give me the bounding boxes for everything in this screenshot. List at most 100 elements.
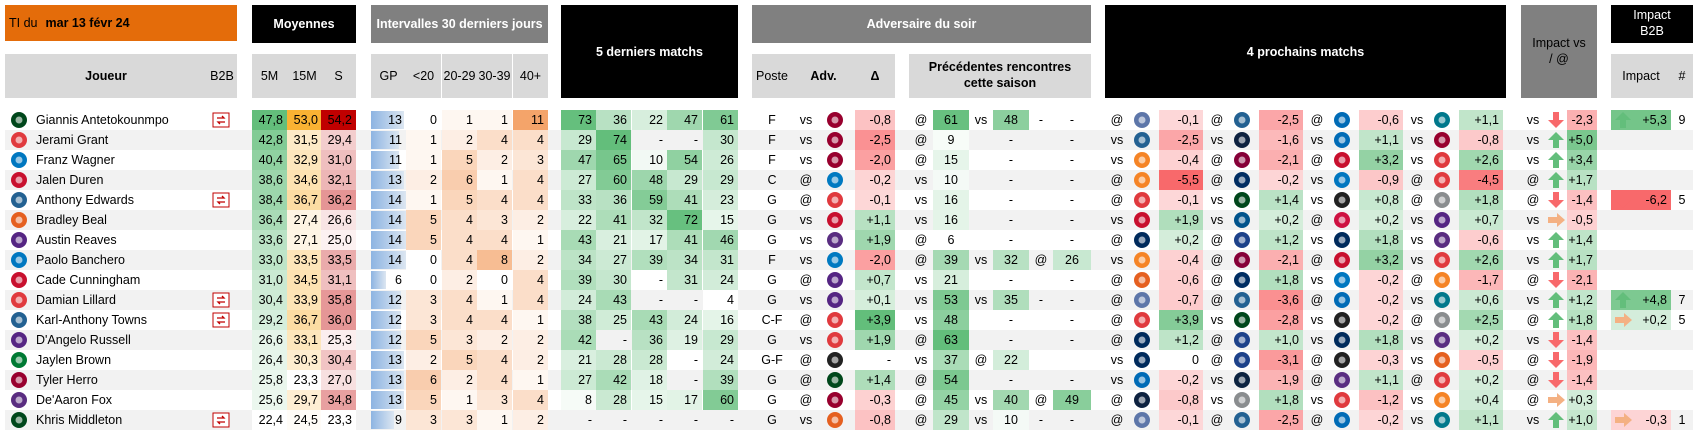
team-logo-icon [1134,372,1150,388]
team-logo-icon [827,392,843,408]
next-location: @ [1210,113,1224,127]
team-logo-icon [1234,372,1250,388]
column-header: GP [371,54,406,98]
team-logo-icon [1334,332,1350,348]
team-logo [1431,230,1453,250]
team-logo-icon [1334,312,1350,328]
average: 33,6 [252,230,287,250]
team-logo [1131,350,1153,370]
team-logo [1331,310,1353,330]
interval: 3 [406,410,441,430]
team-logo [824,110,846,130]
impact-value: +5,0 [1567,130,1597,150]
column-header: S [321,54,356,98]
next-location: vs [1210,373,1224,387]
next-value: +0,7 [1459,210,1503,230]
next-location: @ [1210,253,1224,267]
team-logo [1231,410,1253,430]
team-logo [8,130,30,150]
prev-location: vs [974,393,988,407]
interval: 11 [513,110,548,130]
prev-location: vs [914,273,928,287]
next-value: -2,1 [1259,250,1303,270]
column-header: Impact [1611,54,1671,98]
average: 34,6 [287,170,322,190]
poste: F [768,113,776,127]
team-logo [1231,250,1253,270]
group-header: 5 derniers matchs [561,5,738,98]
team-logo [824,370,846,390]
location: vs [799,413,813,427]
interval: 2 [513,210,548,230]
team-logo-icon [11,152,27,168]
prev-location: @ [914,153,928,167]
last-match: 46 [703,230,738,250]
impact-value: +1,2 [1567,290,1597,310]
interval: 0 [406,270,441,290]
next-value: +1,9 [1159,210,1203,230]
team-logo-icon [827,172,843,188]
team-logo [1231,150,1253,170]
interval: 2 [477,330,512,350]
column-header: B2B [207,54,237,98]
average: 33,9 [287,290,322,310]
impact-value: -1,4 [1567,190,1597,210]
last-match: - [693,293,698,307]
next-value: -2,1 [1259,150,1303,170]
team-logo [1431,150,1453,170]
next-value: -3,6 [1259,290,1303,310]
next-location: vs [1110,373,1124,387]
next-location: @ [1210,153,1224,167]
b2b-icon-icon [212,412,230,428]
team-logo [1431,250,1453,270]
gp-bar [371,191,406,209]
next-location: vs [1210,313,1224,327]
delta: +0,1 [855,290,895,310]
interval: 4 [477,190,512,210]
team-logo [824,390,846,410]
next-location: @ [1210,333,1224,347]
prev-value: 45 [933,390,969,410]
interval: 2 [513,250,548,270]
delta: - [886,353,891,367]
team-logo-icon [1234,232,1250,248]
last-match: 74 [596,130,631,150]
arrow [1545,110,1567,130]
prev-value: - [1069,133,1075,147]
average: 54,2 [321,110,356,130]
player-name: Anthony Edwards [36,193,134,207]
prev-value: - [1069,273,1075,287]
arrow [1545,170,1567,190]
average: 31,0 [252,270,287,290]
b2b-icon-icon [212,112,230,128]
last-match: 31 [703,250,738,270]
team-logo-icon [1334,252,1350,268]
interval: 4 [513,290,548,310]
group-header: 4 prochains matchs [1105,5,1506,98]
team-logo [1131,290,1153,310]
column-header: Δ [855,54,895,98]
interval: 4 [477,310,512,330]
team-logo [824,230,846,250]
next-value: -0,2 [1259,170,1303,190]
arrow [1545,350,1567,370]
team-logo-icon [827,372,843,388]
average: 25,3 [321,330,356,350]
last-match: - [587,413,592,427]
team-logo-icon [1434,392,1450,408]
average: 26,6 [252,330,287,350]
prev-value: - [1008,273,1014,287]
next-location: vs [1110,153,1124,167]
next-value: 0 [1192,353,1199,367]
average: 27,4 [287,210,322,230]
next-location: vs [1310,193,1324,207]
prev-value: 10 [933,170,969,190]
interval: 1 [406,130,441,150]
location: @ [799,193,813,207]
team-logo-icon [1134,232,1150,248]
last-match: 21 [561,350,596,370]
last-match: 39 [561,270,596,290]
team-logo-icon [1134,172,1150,188]
prev-value: 32 [993,250,1029,270]
next-location: @ [1310,153,1324,167]
